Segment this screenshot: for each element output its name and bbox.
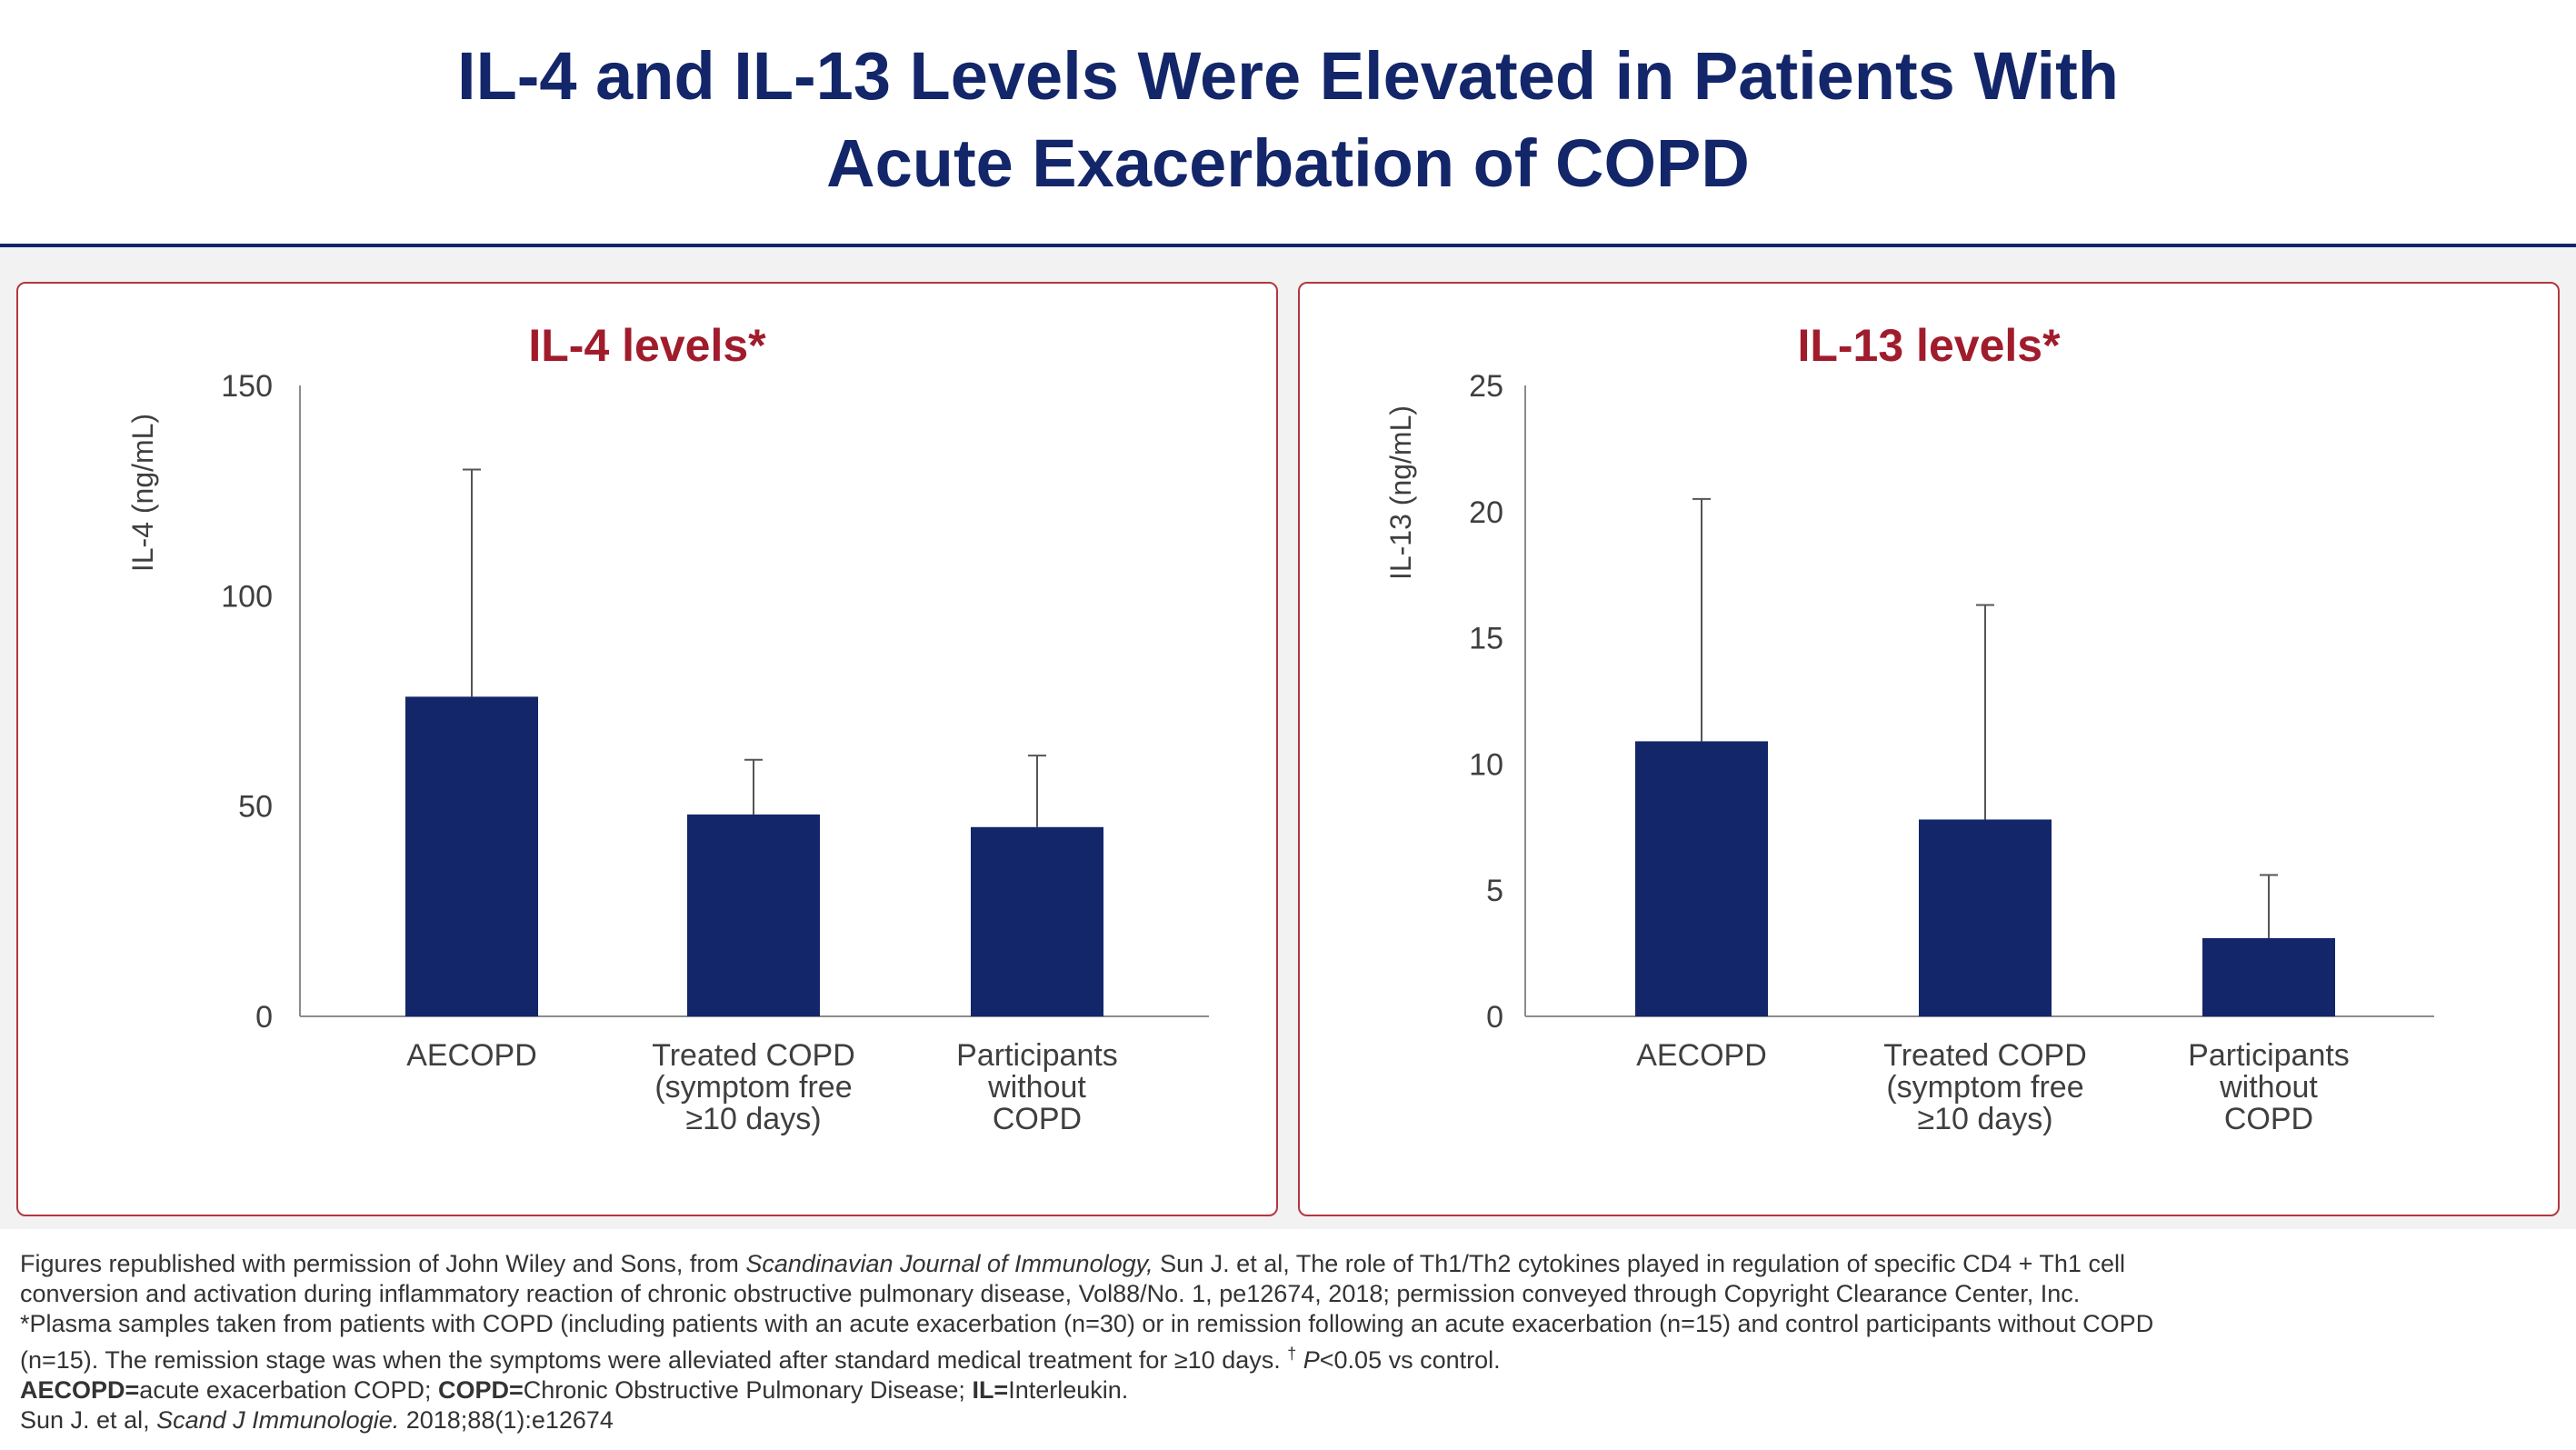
- il13-y-tick-label: 5: [1486, 874, 1503, 908]
- footnotes: Figures republished with permission of J…: [20, 1249, 2556, 1435]
- footnote-text: Figures republished with permission of J…: [20, 1250, 746, 1277]
- page-title: IL-4 and IL-13 Levels Were Elevated in P…: [0, 33, 2576, 207]
- abbr-definition: Chronic Obstructive Pulmonary Disease;: [523, 1376, 973, 1404]
- il4-x-category-label-line: without: [987, 1070, 1086, 1105]
- il4-y-tick-label: 150: [221, 369, 273, 404]
- il4-bar: [687, 814, 820, 1016]
- il13-chart-panel: IL-13 levels* 0 5 10 15 20 25 IL-13 (ng/mL) AEC…: [1298, 282, 2560, 1216]
- il4-y-axis-label: IL-4 (ng/mL): [126, 414, 159, 572]
- footnote-journal: Scandinavian Journal of Immunology,: [745, 1250, 1153, 1277]
- page-title-line-2: Acute Exacerbation of COPD: [826, 125, 1750, 201]
- il13-bar: [1635, 741, 1768, 1016]
- il13-x-category-label-line: ≥10 days): [1917, 1102, 2052, 1136]
- il4-y-tick-label: 0: [255, 1000, 273, 1035]
- il4-x-category-label: Participants without COPD: [956, 1038, 1118, 1136]
- il4-x-category-label-line: ≥10 days): [685, 1102, 821, 1136]
- il13-x-category-label-line: AECOPD: [1636, 1038, 1767, 1073]
- footnote-reference: Sun J. et al, Scand J Immunologie. 2018;…: [20, 1405, 2556, 1435]
- reference-text: 2018;88(1):e12674: [399, 1406, 614, 1434]
- reference-journal: Scand J Immunologie.: [156, 1406, 400, 1434]
- il13-bar: [1919, 819, 2052, 1016]
- il13-bar-chart: 0 5 10 15 20 25 IL-13 (ng/mL) AECOPD Treated COP…: [1384, 369, 2434, 1136]
- il13-x-category-label: Treated COPD (symptom free ≥10 days): [1883, 1038, 2087, 1136]
- il13-y-tick-label: 20: [1469, 495, 1503, 530]
- il4-bar-chart: 0 50 100 150 IL-4 (ng/mL) AECOPD Treated COPD(…: [126, 369, 1209, 1136]
- header: IL-4 and IL-13 Levels Were Elevated in P…: [0, 0, 2576, 244]
- il4-x-category-label-line: Participants: [956, 1038, 1118, 1073]
- abbr-definition: Interleukin.: [1008, 1376, 1129, 1404]
- page-title-line-1: IL-4 and IL-13 Levels Were Elevated in P…: [457, 38, 2119, 114]
- dagger-symbol: †: [1287, 1345, 1297, 1363]
- abbr-definition: acute exacerbation COPD;: [139, 1376, 438, 1404]
- il4-bar: [405, 696, 538, 1016]
- il4-x-category-label: Treated COPD (symptom free ≥10 days): [652, 1038, 855, 1136]
- il4-x-category-label-line: COPD: [993, 1102, 1082, 1136]
- il4-y-tick-label: 100: [221, 579, 273, 614]
- abbr-term: COPD=: [437, 1376, 524, 1404]
- footnote-text: <0.05 vs control.: [1319, 1346, 1501, 1374]
- footnote-abbreviations: AECOPD=acute exacerbation COPD; COPD=Chr…: [20, 1375, 2556, 1405]
- footnote-text: (n=15). The remission stage was when the…: [20, 1346, 1288, 1374]
- il13-x-category-label-line: without: [2219, 1070, 2318, 1105]
- il13-bar: [2202, 937, 2335, 1016]
- il4-chart-title: IL-4 levels*: [528, 320, 766, 371]
- il13-y-tick-label: 25: [1469, 369, 1503, 404]
- il13-y-axis-label: IL-13 (ng/mL): [1384, 405, 1417, 580]
- il13-chart-title: IL-13 levels*: [1797, 320, 2061, 371]
- il4-x-category-label-line: Treated COPD: [652, 1038, 855, 1073]
- il13-x-category-label-line: Participants: [2188, 1038, 2350, 1073]
- footnote-text: Sun J. et al, The role of Th1/Th2 cytoki…: [1153, 1250, 2125, 1277]
- il4-bar: [971, 826, 1103, 1016]
- abbr-term: IL=: [972, 1376, 1009, 1404]
- reference-text: Sun J. et al,: [20, 1406, 157, 1434]
- il4-x-category-label-line: (symptom free: [654, 1070, 852, 1105]
- il4-x-category-label: AECOPD: [406, 1038, 537, 1073]
- il13-x-category-label: AECOPD: [1636, 1038, 1767, 1073]
- footnote-source-line-2: conversion and activation during inflamm…: [20, 1280, 2081, 1307]
- il13-y-tick-label: 10: [1469, 747, 1503, 782]
- il13-y-tick-label: 0: [1486, 1000, 1503, 1035]
- il13-x-category-label-line: Treated COPD: [1883, 1038, 2087, 1073]
- il13-y-tick-label: 15: [1469, 622, 1503, 656]
- il13-x-category-label: Participants without COPD: [2188, 1038, 2350, 1136]
- il4-y-tick-label: 50: [238, 790, 273, 825]
- il13-x-category-label-line: (symptom free: [1886, 1070, 2083, 1105]
- title-divider: [0, 244, 2576, 247]
- il4-chart-panel: IL-4 levels* 0 50 100 150 IL-4 (ng/mL) AECOPD…: [16, 282, 1278, 1216]
- footnote-plasma-note: *Plasma samples taken from patients with…: [20, 1310, 2154, 1337]
- p-value-symbol: P: [1296, 1346, 1320, 1374]
- il4-x-category-label-line: AECOPD: [406, 1038, 537, 1073]
- footnote-source-line-1: Figures republished with permission of J…: [20, 1249, 2556, 1279]
- footnote-remission-note: (n=15). The remission stage was when the…: [20, 1339, 2556, 1375]
- abbr-term: AECOPD=: [20, 1376, 140, 1404]
- il13-x-category-label-line: COPD: [2224, 1102, 2313, 1136]
